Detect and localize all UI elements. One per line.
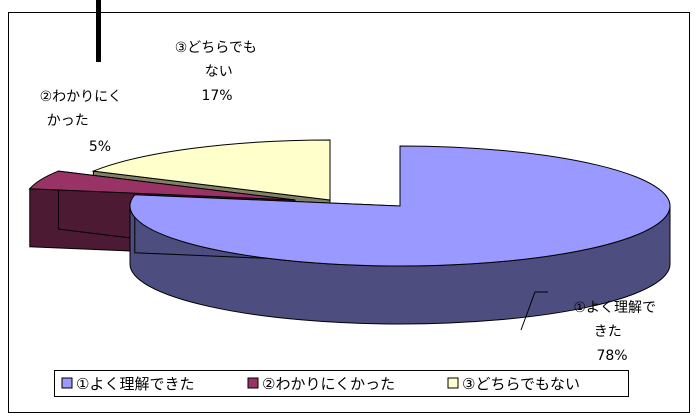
data-label-3: ③どちらでも ない 17% <box>175 40 262 104</box>
legend-swatch-2 <box>247 377 259 389</box>
legend: ①よく理解できた ②わかりにくかった ③どちらでもない <box>54 370 629 397</box>
legend-label-3: ③どちらでもない <box>462 375 580 393</box>
legend-swatch-1 <box>61 377 73 389</box>
legend-label-1: ①よく理解できた <box>76 375 194 393</box>
data-label-1: ①よく理解で きた 78% <box>573 300 660 364</box>
leader-line <box>520 291 548 331</box>
data-label-2: ②わかりにく かった 5% <box>40 89 127 155</box>
edge-bar <box>96 0 101 62</box>
legend-label-2: ②わかりにくかった <box>262 375 395 393</box>
legend-frame <box>54 370 629 397</box>
legend-swatch-3 <box>447 377 459 389</box>
pie-slice-1 <box>129 145 671 325</box>
